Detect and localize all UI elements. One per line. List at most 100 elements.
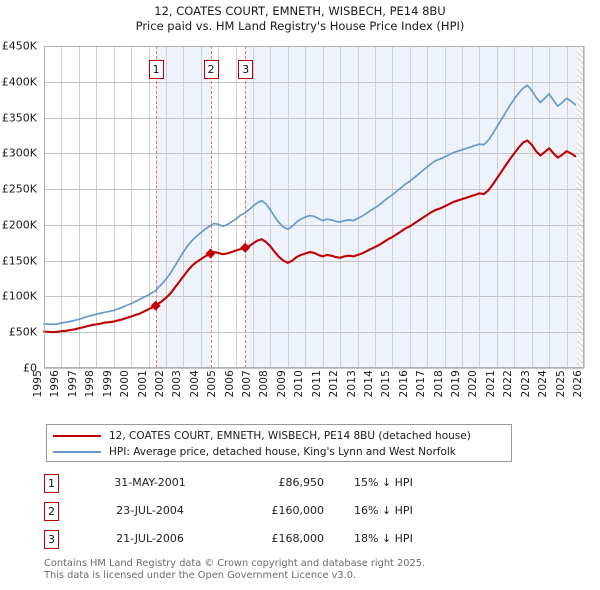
gridline-vertical xyxy=(305,46,307,368)
legend-color-swatch xyxy=(53,435,101,437)
gridline-vertical xyxy=(409,46,411,368)
page-title: 12, COATES COURT, EMNETH, WISBECH, PE14 … xyxy=(0,4,600,34)
y-axis-tick-label: £450K xyxy=(1,39,37,53)
x-axis-tick-label: 2013 xyxy=(345,370,358,398)
x-axis-tick-label: 2002 xyxy=(153,370,166,398)
transaction-flag-2[interactable]: 2 xyxy=(203,60,219,79)
x-axis-tick-label: 2014 xyxy=(362,370,375,398)
legend-color-swatch xyxy=(53,451,101,453)
gridline-horizontal xyxy=(44,332,584,334)
gridline-vertical xyxy=(78,46,80,368)
x-axis-tick-label: 2004 xyxy=(188,370,201,398)
table-row: 3 21-JUL-2006 £168,000 18% ↓ HPI xyxy=(44,528,514,556)
x-axis-tick-label: 2026 xyxy=(572,370,584,398)
series-layer xyxy=(42,84,577,334)
title-line-1: 12, COATES COURT, EMNETH, WISBECH, PE14 … xyxy=(154,4,446,18)
transaction-point-3[interactable] xyxy=(240,242,251,253)
transaction-price: £160,000 xyxy=(271,504,325,517)
gridline-horizontal xyxy=(44,117,584,119)
plot-background xyxy=(44,46,585,369)
transaction-marker-line-3 xyxy=(245,46,247,368)
gridline-horizontal xyxy=(44,368,584,369)
transaction-flag-1[interactable]: 1 xyxy=(148,60,164,79)
transaction-hpi-delta: 18% ↓ HPI xyxy=(354,532,413,545)
transaction-date: 31-MAY-2001 xyxy=(114,476,186,489)
x-axis-tick-label: 1996 xyxy=(49,370,62,398)
transaction-index-badge: 2 xyxy=(44,502,59,521)
transaction-hpi-delta: 15% ↓ HPI xyxy=(354,476,413,489)
x-axis-tick-label: 2006 xyxy=(223,370,236,398)
x-axis-tick-label: 2012 xyxy=(328,370,341,398)
transactions-table: 1 31-MAY-2001 £86,950 15% ↓ HPI 2 23-JUL-2004… xyxy=(44,472,514,556)
x-axis-tick-label: 2010 xyxy=(293,370,306,398)
y-axis-tick-label: £100K xyxy=(1,289,37,303)
x-axis-tick-label: 2008 xyxy=(258,370,271,398)
transaction-flag-3[interactable]: 3 xyxy=(238,60,254,79)
y-axis-tick-label: £50K xyxy=(8,325,37,339)
hatched-future-span xyxy=(577,46,584,368)
transaction-price: £86,950 xyxy=(278,476,325,489)
gridline-horizontal xyxy=(44,224,584,226)
legend-item-1: 12, COATES COURT, EMNETH, WISBECH, PE14 … xyxy=(53,428,505,444)
table-row: 2 23-JUL-2004 £160,000 16% ↓ HPI xyxy=(44,500,514,528)
legend-item-2: HPI: Average price, detached house, King… xyxy=(53,444,505,460)
x-axis-tick-label: 2021 xyxy=(484,370,497,398)
y-axis-tick-label: £0 xyxy=(23,361,37,375)
gridline-vertical xyxy=(462,46,464,368)
gridline-vertical xyxy=(357,46,359,368)
gridline-vertical xyxy=(496,46,498,368)
gridline-vertical xyxy=(235,46,237,368)
gridline-vertical xyxy=(183,46,185,368)
x-axis-tick-label: 1998 xyxy=(84,370,97,398)
legend-label: HPI: Average price, detached house, King… xyxy=(109,446,456,458)
gridline-vertical xyxy=(113,46,115,368)
footer-line-1: Contains HM Land Registry data © Crown c… xyxy=(44,558,426,569)
title-line-2: Price paid vs. HM Land Registry's House … xyxy=(135,19,465,33)
transaction-index-badge: 3 xyxy=(44,530,59,549)
series-line-2 xyxy=(43,84,577,326)
x-axis-tick-label: 2017 xyxy=(415,370,428,398)
transaction-price: £168,000 xyxy=(271,532,325,545)
gridline-vertical xyxy=(270,46,272,368)
shaded-span-2 xyxy=(245,46,578,368)
gridline-vertical xyxy=(566,46,568,368)
x-axis-tick-label: 2015 xyxy=(380,370,393,398)
series-line-1 xyxy=(42,139,577,334)
y-axis-tick-label: £250K xyxy=(1,182,37,196)
y-axis-tick-label: £300K xyxy=(1,146,37,160)
chart-legend: 12, COATES COURT, EMNETH, WISBECH, PE14 … xyxy=(46,424,512,462)
gridline-horizontal xyxy=(44,153,584,155)
transaction-hpi-delta: 16% ↓ HPI xyxy=(354,504,413,517)
y-axis-tick-label: £350K xyxy=(1,111,37,125)
x-axis-tick-label: 2025 xyxy=(554,370,567,398)
x-axis-tick-label: 2000 xyxy=(119,370,132,398)
transaction-index-badge: 1 xyxy=(44,474,59,493)
gridline-horizontal xyxy=(44,260,584,262)
gridline-vertical xyxy=(253,46,255,368)
y-axis-tick-label: £150K xyxy=(1,254,37,268)
transaction-point-1[interactable] xyxy=(150,300,161,311)
x-axis-tick-label: 2009 xyxy=(275,370,288,398)
gridline-vertical xyxy=(165,46,167,368)
gridline-vertical xyxy=(340,46,342,368)
footer-line-2: This data is licensed under the Open Gov… xyxy=(44,570,357,581)
gridline-vertical xyxy=(200,46,202,368)
gridline-vertical xyxy=(392,46,394,368)
gridline-vertical xyxy=(61,46,63,368)
table-row: 1 31-MAY-2001 £86,950 15% ↓ HPI xyxy=(44,472,514,500)
x-axis-tick-label: 1997 xyxy=(66,370,79,398)
gridline-vertical xyxy=(584,46,585,368)
y-axis-tick-label: £400K xyxy=(1,75,37,89)
gridline-vertical xyxy=(531,46,533,368)
x-axis-tick-label: 2003 xyxy=(171,370,184,398)
transaction-date: 21-JUL-2006 xyxy=(116,532,184,545)
x-axis-tick-label: 2011 xyxy=(310,370,323,398)
transaction-point-2[interactable] xyxy=(205,248,216,259)
x-axis-tick-label: 1995 xyxy=(32,370,44,398)
gridline-vertical xyxy=(96,46,98,368)
x-axis-tick-label: 2020 xyxy=(467,370,480,398)
transaction-date: 23-JUL-2004 xyxy=(116,504,184,517)
footer-attribution: Contains HM Land Registry data © Crown c… xyxy=(44,558,584,582)
